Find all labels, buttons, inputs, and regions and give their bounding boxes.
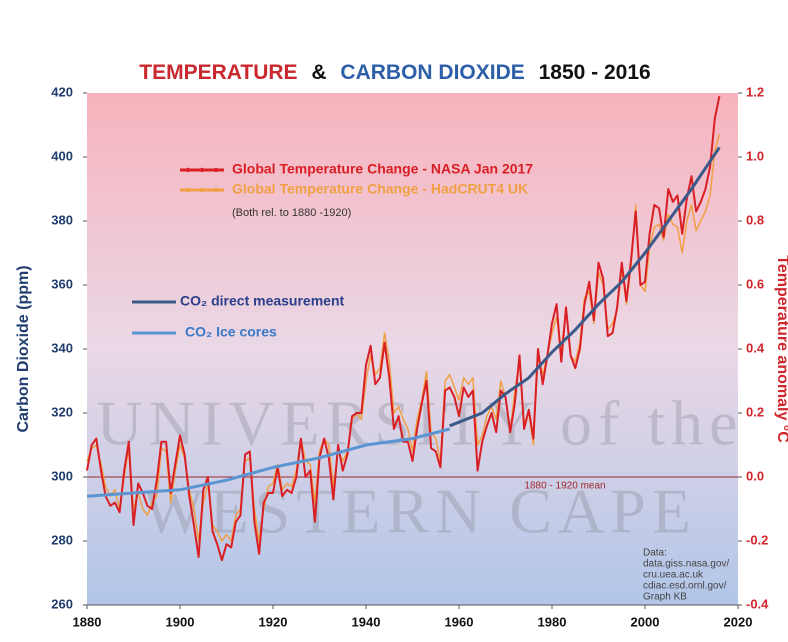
y2-tick-label: 0.4	[746, 340, 765, 355]
legend: Global Temperature Change - HadCRUT4 UK G…	[132, 161, 533, 340]
source-line: data.giss.nasa.gov/	[643, 559, 729, 570]
legend-label: CO₂ direct measurement	[180, 293, 345, 309]
legend-marker	[213, 167, 219, 173]
y-tick-label: 400	[51, 148, 73, 163]
mean-label: 1880 - 1920 mean	[524, 481, 605, 492]
y-tick-label: 300	[51, 468, 73, 483]
y2-tick-label: 0.2	[746, 404, 764, 419]
x-tick-label: 2000	[631, 614, 660, 629]
title-part: 1850 - 2016	[539, 61, 651, 84]
y-axis-label: Carbon Dioxide (ppm)	[15, 265, 32, 432]
y-tick-label: 380	[51, 212, 73, 227]
y2-tick-label: 0.0	[746, 468, 764, 483]
legend-marker	[185, 187, 191, 193]
y-tick-label: 260	[51, 596, 73, 611]
note: (Both rel. to 1880 -1920)	[232, 207, 351, 219]
y-tick-label: 340	[51, 340, 73, 355]
y2-tick-label: -0.4	[746, 596, 769, 611]
watermark-text: UNIVERSITY of the	[96, 388, 743, 459]
y-tick-label: 420	[51, 84, 73, 99]
title-part: CARBON DIOXIDE	[340, 61, 524, 84]
x-tick-label: 1900	[166, 614, 195, 629]
chart-title: TEMPERATURE & CARBON DIOXIDE 1850 - 2016	[139, 61, 650, 84]
y2-tick-label: 0.6	[746, 276, 764, 291]
source-line: cru.uea.ac.uk	[643, 570, 704, 581]
legend-label: CO₂ Ice cores	[185, 324, 277, 340]
x-tick-label: 1960	[445, 614, 474, 629]
y-tick-label: 280	[51, 532, 73, 547]
legend-marker	[199, 187, 205, 193]
legend-marker	[199, 167, 205, 173]
source-line: Data:	[643, 548, 667, 559]
x-tick-label: 1920	[259, 614, 288, 629]
legend-label: Global Temperature Change - HadCRUT4 UK	[232, 181, 528, 197]
series-line	[86, 427, 451, 498]
legend-marker	[213, 187, 219, 193]
title-part: TEMPERATURE	[139, 61, 297, 84]
source-line: cdiac.esd.ornl.gov/	[643, 581, 727, 592]
grid	[83, 92, 742, 609]
y2-tick-label: -0.2	[746, 532, 768, 547]
legend-label: Global Temperature Change - NASA Jan 201…	[232, 161, 533, 177]
series-line	[86, 95, 721, 562]
x-tick-label: 2020	[724, 614, 753, 629]
y2-axis-label: Temperature anomaly °C	[774, 255, 788, 443]
legend-marker	[185, 167, 191, 173]
y-tick-label: 320	[51, 404, 73, 419]
y2-tick-label: 1.2	[746, 84, 764, 99]
y-tick-label: 360	[51, 276, 73, 291]
series-line	[449, 146, 721, 428]
title-part: &	[311, 61, 326, 84]
y2-tick-label: 1.0	[746, 148, 764, 163]
x-tick-label: 1940	[352, 614, 381, 629]
x-tick-label: 1980	[538, 614, 567, 629]
source-line: Graph KB	[643, 592, 687, 603]
lines	[86, 95, 721, 562]
y2-tick-label: 0.8	[746, 212, 764, 227]
source: Data:data.giss.nasa.gov/cru.uea.ac.ukcdi…	[643, 548, 729, 603]
x-tick-label: 1880	[73, 614, 102, 629]
